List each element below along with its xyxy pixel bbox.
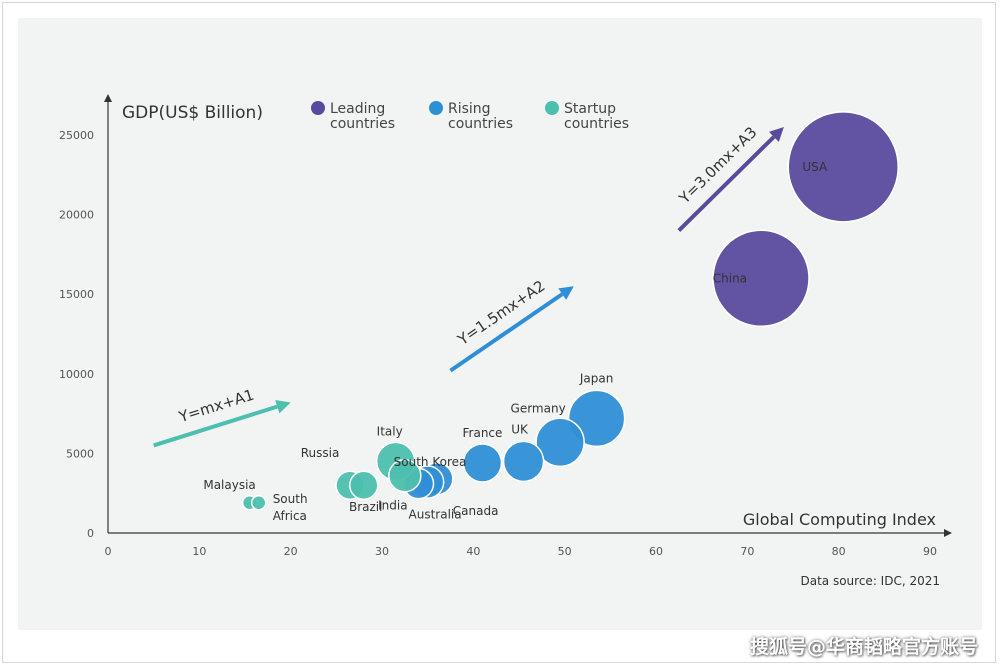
- country-labels: USA China Japan Germany UK France Canada South …: [203, 160, 828, 523]
- bubble-brazil: [348, 470, 379, 500]
- x-tick-label: 0: [105, 545, 112, 558]
- y-tick-label: 15000: [59, 288, 94, 301]
- country-label: China: [713, 271, 747, 285]
- x-tick-label: 60: [649, 545, 663, 558]
- trend-arrow-head: [558, 286, 574, 300]
- x-tick-label: 50: [558, 545, 572, 558]
- bubble-china: [712, 229, 810, 328]
- country-label: Australia: [409, 508, 462, 522]
- y-tick-label: 5000: [66, 447, 94, 460]
- x-tick-label: 70: [740, 545, 754, 558]
- y-tick-label: 0: [87, 527, 94, 540]
- legend-label: countries: [448, 116, 513, 132]
- country-label: Africa: [273, 509, 307, 523]
- trend-equation-label: Y=3.0mx+A3: [675, 123, 761, 208]
- bubble-india: [388, 458, 422, 493]
- legend-marker: [429, 101, 443, 115]
- bubble-south-africa: [250, 495, 267, 511]
- country-label: South: [273, 492, 308, 506]
- data-source-note: Data source: IDC, 2021: [801, 574, 941, 588]
- country-label: Malaysia: [203, 478, 255, 492]
- legend: LeadingcountriesRisingcountriesStartupco…: [311, 101, 629, 132]
- y-tick-label: 10000: [59, 368, 94, 381]
- legend-label: Leading: [330, 101, 385, 117]
- legend-label: Rising: [448, 101, 491, 117]
- x-tick-label: 90: [923, 545, 937, 558]
- y-axis-label: GDP(US$ Billion): [122, 103, 263, 123]
- x-tick-label: 10: [192, 545, 206, 558]
- bubble-usa: [787, 111, 899, 223]
- axes: 0 10 20 30 40 50 60 70 80 90 0 5000 10000 15000 20000 2…: [59, 94, 952, 558]
- bubble-uk: [502, 440, 545, 483]
- country-label: Italy: [377, 424, 403, 438]
- legend-label: countries: [564, 116, 629, 132]
- legend-label: countries: [330, 116, 395, 132]
- country-label: UK: [511, 422, 529, 436]
- country-label: France: [463, 426, 503, 440]
- legend-marker: [545, 101, 559, 115]
- x-tick-label: 30: [375, 545, 389, 558]
- trend-arrow-line: [153, 404, 278, 448]
- trend-arrow-line: [677, 135, 776, 232]
- trend-annotations: Y=mx+A1Y=1.5mx+A2Y=3.0mx+A3: [153, 123, 784, 448]
- country-label: Brazil: [349, 500, 383, 514]
- legend-marker: [311, 101, 325, 115]
- watermark-text: 搜狐号@华商韬略官方账号: [749, 636, 978, 658]
- x-tick-label: 40: [466, 545, 480, 558]
- x-tick-label: 20: [284, 545, 298, 558]
- trend-arrow-head: [275, 399, 291, 414]
- country-label: South Korea: [394, 455, 467, 469]
- y-tick-label: 25000: [59, 129, 94, 142]
- bubble-france: [462, 443, 503, 483]
- country-label: Japan: [579, 371, 613, 385]
- trend-arrow-head: [768, 127, 784, 142]
- bubbles: [241, 111, 899, 511]
- legend-label: Startup: [564, 101, 616, 117]
- x-axis-label: Global Computing Index: [743, 510, 936, 529]
- country-label: Germany: [511, 401, 566, 415]
- country-label: Russia: [301, 446, 340, 460]
- y-tick-label: 20000: [59, 209, 94, 222]
- country-label: Canada: [453, 504, 499, 518]
- trend-arrow-line: [449, 292, 564, 373]
- country-label: USA: [802, 160, 828, 174]
- trend-equation-label: Y=mx+A1: [176, 386, 256, 427]
- bubble-germany: [535, 417, 585, 468]
- x-tick-label: 80: [832, 545, 846, 558]
- country-label: India: [378, 499, 407, 513]
